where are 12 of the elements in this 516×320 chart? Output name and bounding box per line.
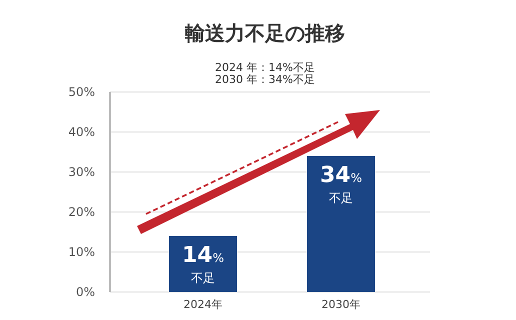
y-tick-label: 0% (76, 285, 95, 299)
chart-title: 輸送力不足の推移 (184, 21, 345, 45)
chart-subtitle: 2024 年：14%不足 2030 年：34%不足 (215, 61, 315, 86)
x-tick-label: 2030年 (322, 298, 360, 311)
y-tick-label: 10% (68, 245, 95, 259)
data-label: 14% 不足 (182, 243, 224, 285)
y-tick-label: 30% (68, 165, 95, 179)
x-tick-label: 2024年 (184, 298, 222, 311)
y-tick-label: 20% (68, 205, 95, 219)
y-tick-label: 40% (68, 125, 95, 139)
y-tick-label: 50% (68, 85, 95, 99)
data-label: 34% 不足 (320, 163, 362, 205)
